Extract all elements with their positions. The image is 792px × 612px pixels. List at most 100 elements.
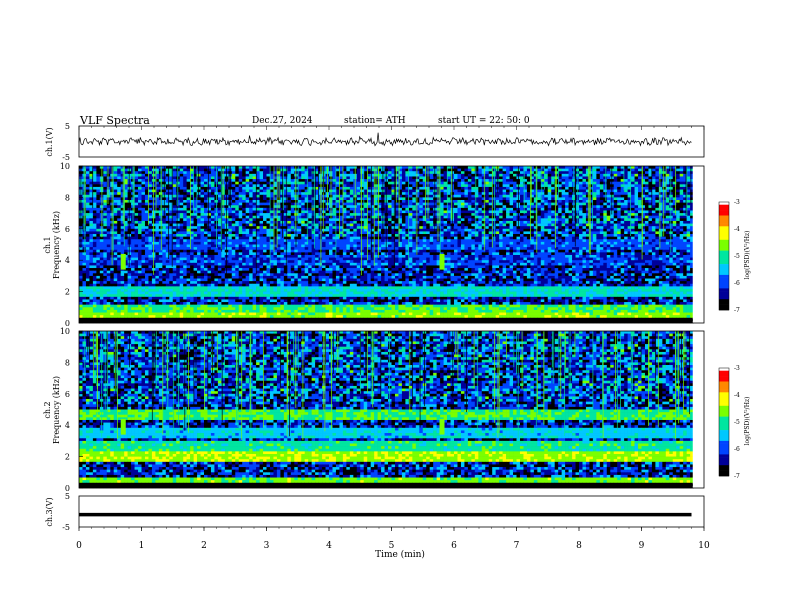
spectrogram-cell: [322, 213, 326, 217]
spectrogram-cell: [415, 192, 420, 196]
spectrogram-cell: [179, 181, 184, 185]
spectrogram-cell: [519, 197, 524, 201]
spectrogram-cell: [644, 223, 649, 227]
spectrogram-cell: [624, 176, 628, 180]
spectrogram-cell: [523, 226, 528, 230]
spectrogram-cell: [419, 168, 424, 172]
spectrogram-cell: [436, 228, 441, 232]
spectrogram-cell: [665, 223, 670, 227]
spectrogram-cell: [245, 223, 250, 227]
spectrogram-cell: [394, 179, 399, 182]
spectrogram-cell: [530, 179, 535, 182]
spectrogram-cell: [568, 210, 573, 214]
spectrogram-cell: [599, 231, 604, 235]
spectrogram-cell: [415, 228, 420, 232]
spectrogram-cell: [579, 181, 583, 185]
spectrogram-cell: [519, 236, 524, 240]
spectrogram-cell: [683, 171, 687, 175]
spectrogram-cell: [134, 210, 139, 214]
spectrogram-cell: [367, 184, 371, 188]
spectrogram-cell: [169, 168, 174, 172]
spectrogram-cell: [377, 218, 382, 222]
spectrogram-cell: [679, 210, 684, 214]
spectrogram-cell: [363, 226, 368, 230]
spectrogram-cell: [183, 205, 187, 209]
spectrogram-cell: [537, 215, 542, 219]
spectrogram-cell: [148, 179, 153, 182]
spectrogram-cell: [155, 184, 160, 188]
spectrogram-cell: [655, 226, 660, 230]
spectrogram-cell: [454, 226, 458, 230]
spectrogram-cell: [204, 202, 208, 206]
spectrogram-cell: [183, 168, 187, 172]
spectrogram-cell: [172, 189, 177, 193]
spectrogram-cell: [565, 176, 569, 180]
spectrogram-cell: [464, 181, 469, 185]
spectrogram-cell: [172, 181, 177, 185]
spectrogram-cell: [238, 231, 243, 235]
spectrogram-cell: [141, 189, 146, 193]
spectrogram-cell: [679, 200, 684, 203]
spectrogram-cell: [585, 236, 590, 240]
spectrogram-cell: [627, 226, 632, 230]
spectrogram-cell: [217, 218, 222, 222]
spectrogram-cell: [429, 186, 434, 190]
spectrogram-cell: [683, 213, 687, 217]
spectrogram-cell: [238, 200, 243, 203]
spectrogram-cell: [155, 236, 160, 240]
spectrogram-cell: [422, 192, 427, 196]
spectrogram-cell: [481, 213, 486, 217]
spectrogram-cell: [603, 205, 608, 209]
spectrogram-cell: [474, 179, 479, 182]
spectrogram-cell: [405, 226, 410, 230]
spectrogram-cell: [141, 179, 146, 182]
spectrogram-cell: [245, 181, 250, 185]
spectrogram-cell: [356, 223, 361, 227]
spectrogram-cell: [179, 231, 184, 235]
spectrogram-cell: [596, 189, 601, 193]
spectrogram-cell: [596, 213, 601, 217]
spectrogram-cell: [349, 189, 354, 193]
spectrogram-cell: [197, 215, 201, 219]
spectrogram-cell: [471, 234, 476, 237]
spectrogram-cell: [322, 234, 326, 237]
spectrogram-cell: [467, 197, 472, 201]
spectrogram-cell: [596, 200, 601, 203]
spectrogram-cell: [471, 166, 476, 169]
spectrogram-cell: [346, 197, 351, 201]
spectrogram-cell: [519, 192, 524, 196]
spectrogram-cell: [273, 173, 278, 177]
spectrogram-cell: [422, 236, 427, 240]
spectrogram-cell: [82, 210, 87, 214]
spectrogram-cell: [315, 236, 319, 240]
spectrogram-cell: [447, 213, 451, 217]
spectrogram-cell: [405, 202, 410, 206]
spectrogram-cell: [228, 234, 233, 237]
spectrogram-cell: [502, 171, 507, 175]
spectrogram-cell: [478, 176, 483, 180]
spectrogram-cell: [200, 197, 205, 201]
spectrogram-cell: [235, 200, 240, 203]
spectrogram-cell: [183, 181, 187, 185]
spectrogram-cell: [332, 205, 337, 209]
spectrogram-cell: [269, 179, 274, 182]
spectrogram-cell: [252, 220, 257, 224]
spectrogram-cell: [141, 218, 146, 222]
spectrogram-cell: [120, 192, 125, 196]
spectrogram-cell: [620, 179, 625, 182]
spectrogram-cell: [315, 205, 319, 209]
spectrogram-cell: [447, 220, 451, 224]
spectrogram-cell: [401, 197, 406, 201]
spectrogram-cell: [190, 168, 194, 172]
spectrogram-cell: [367, 166, 371, 169]
spectrogram-cell: [117, 176, 121, 180]
spectrogram-cell: [346, 200, 351, 203]
spectrogram-cell: [485, 210, 490, 214]
spectrogram-cell: [148, 210, 153, 214]
spectrogram-cell: [579, 192, 583, 196]
spectrogram-cell: [506, 179, 510, 182]
spectrogram-cell: [610, 228, 615, 232]
spectrogram-cell: [238, 205, 243, 209]
spectrogram-cell: [342, 234, 347, 237]
spectrogram-cell: [690, 197, 694, 201]
